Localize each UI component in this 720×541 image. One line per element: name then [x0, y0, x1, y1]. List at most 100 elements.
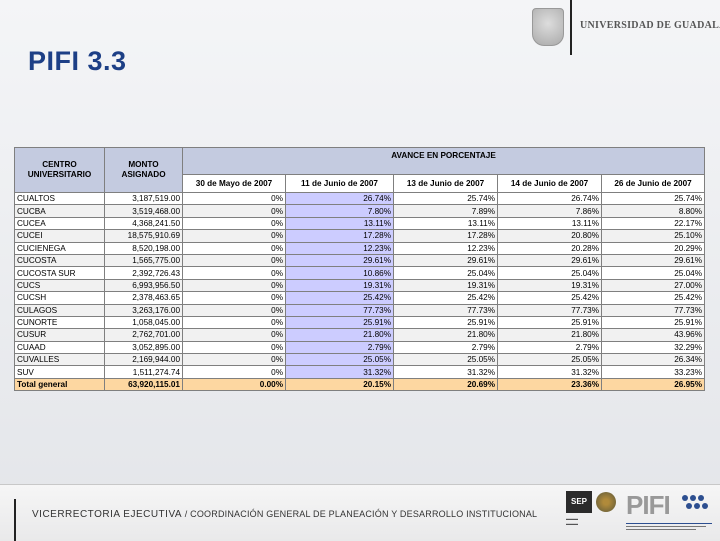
footer: VICERRECTORIA EJECUTIVA / COORDINACIÓN G…	[0, 484, 720, 541]
percent-cell: 31.32%	[393, 365, 498, 379]
percent-cell: 43.96%	[600, 328, 706, 342]
center-name-cell: CUCSH	[14, 291, 105, 305]
percent-cell: 25.42%	[497, 291, 602, 305]
progress-table-container: CENTRO UNIVERSITARIO MONTO ASIGNADO AVAN…	[14, 147, 706, 392]
percent-cell: 25.91%	[285, 315, 394, 330]
percent-cell: 21.80%	[393, 328, 498, 342]
center-name-cell: CULAGOS	[14, 303, 105, 317]
center-name-cell: CUCOSTA SUR	[14, 266, 105, 280]
pifi-subtitle-lines-icon	[626, 523, 712, 530]
center-name-cell: CUCEI	[14, 229, 105, 243]
monto-cell: 1,511,274.74	[104, 365, 183, 379]
percent-cell: 29.61%	[285, 253, 394, 268]
percent-cell: 12.23%	[393, 241, 498, 255]
percent-cell: 0%	[182, 266, 286, 280]
table-row: CULAGOS 3,263,176.00 0% 77.73% 77.73% 77.73% 7…	[14, 303, 706, 317]
footer-text: VICERRECTORIA EJECUTIVA / COORDINACIÓN G…	[32, 509, 537, 520]
table-row: SUV 1,511,274.74 0% 31.32% 31.32% 31.32% 33.23…	[14, 365, 706, 379]
percent-cell: 10.86%	[285, 266, 394, 280]
percent-cell: 26.34%	[600, 353, 706, 367]
header-date-4: 14 de Junio de 2007	[497, 174, 602, 193]
percent-cell: 26.74%	[497, 191, 602, 206]
monto-cell: 1,565,775.00	[104, 253, 183, 268]
table-row: CUSUR 2,762,701.00 0% 21.80% 21.80% 21.80% 43.…	[14, 328, 706, 342]
percent-cell: 25.04%	[600, 266, 706, 280]
percent-cell: 33.23%	[600, 365, 706, 379]
percent-cell: 12.23%	[285, 241, 394, 255]
percent-cell: 21.80%	[497, 328, 602, 342]
percent-cell: 77.73%	[600, 303, 706, 317]
monto-cell: 3,519,468.00	[104, 204, 183, 218]
progress-table: CENTRO UNIVERSITARIO MONTO ASIGNADO AVAN…	[14, 147, 706, 392]
percent-cell: 29.61%	[393, 253, 498, 268]
monto-cell: 6,993,956.50	[104, 278, 183, 293]
percent-cell: 19.31%	[393, 278, 498, 293]
header-date-5: 26 de Junio de 2007	[600, 174, 706, 193]
center-name-cell: SUV	[14, 365, 105, 379]
percent-cell: 13.11%	[497, 216, 602, 231]
percent-cell: 31.32%	[497, 365, 602, 379]
percent-cell: 19.31%	[497, 278, 602, 293]
percent-cell: 20.15%	[285, 377, 394, 392]
percent-cell: 13.11%	[393, 216, 498, 231]
percent-cell: 29.61%	[600, 253, 706, 268]
percent-cell: 25.91%	[393, 315, 498, 330]
monto-cell: 3,187,519.00	[104, 191, 183, 206]
percent-cell: 25.04%	[393, 266, 498, 280]
percent-cell: 0%	[182, 253, 286, 268]
percent-cell: 2.79%	[393, 340, 498, 355]
percent-cell: 25.42%	[600, 291, 706, 305]
footer-separator: /	[184, 509, 188, 519]
center-name-cell: CUAAD	[14, 340, 105, 355]
percent-cell: 20.69%	[393, 377, 498, 392]
header-avance: AVANCE EN PORCENTAJE	[181, 147, 706, 175]
percent-cell: 26.95%	[600, 377, 706, 392]
header-date-2: 11 de Junio de 2007	[285, 174, 394, 193]
sep-logo: SEP ▬▬▬ ▬▬▬	[566, 491, 620, 535]
pifi-logo: PIFI	[626, 491, 712, 535]
percent-cell: 0%	[182, 241, 286, 255]
table-row: CUCOSTA 1,565,775.00 0% 29.61% 29.61% 29.61% 2…	[14, 253, 706, 268]
percent-cell: 25.05%	[285, 353, 394, 367]
center-name-cell: CUCEA	[14, 216, 105, 231]
percent-cell: 77.73%	[497, 303, 602, 317]
table-row: CUVALLES 2,169,944.00 0% 25.05% 25.05% 25.05%…	[14, 353, 706, 367]
pifi-logo-text: PIFI	[626, 490, 671, 520]
percent-cell: 0%	[182, 303, 286, 317]
percent-cell: 23.36%	[497, 377, 602, 392]
sep-subtitle-icon: ▬▬▬ ▬▬▬	[566, 516, 578, 526]
percent-cell: 20.29%	[600, 241, 706, 255]
center-name-cell: CUNORTE	[14, 315, 105, 330]
percent-cell: 20.28%	[497, 241, 602, 255]
percent-cell: 25.10%	[600, 229, 706, 243]
percent-cell: 20.80%	[497, 229, 602, 243]
monto-cell: 3,052,895.00	[104, 340, 183, 355]
percent-cell: 26.74%	[285, 191, 394, 206]
percent-cell: 7.86%	[497, 204, 602, 218]
footer-unit: VICERRECTORIA EJECUTIVA	[32, 509, 183, 520]
percent-cell: 13.11%	[285, 216, 394, 231]
percent-cell: 25.05%	[497, 353, 602, 367]
monto-cell: 8,520,198.00	[104, 241, 183, 255]
percent-cell: 7.89%	[393, 204, 498, 218]
center-name-cell: CUVALLES	[14, 353, 105, 367]
dots-icon	[682, 495, 710, 515]
center-name-cell: CUSUR	[14, 328, 105, 342]
percent-cell: 0%	[182, 229, 286, 243]
percent-cell: 7.80%	[285, 204, 394, 218]
monto-cell: 1,058,045.00	[104, 315, 183, 330]
percent-cell: 0%	[182, 216, 286, 231]
percent-cell: 29.61%	[497, 253, 602, 268]
center-name-cell: CUCIENEGA	[14, 241, 105, 255]
university-logo: UNIVERSIDAD DE GUADALAJARA	[520, 0, 720, 60]
table-row: CUALTOS 3,187,519.00 0% 26.74% 25.74% 26.74% 2…	[14, 191, 706, 206]
header-monto: MONTO ASIGNADO	[104, 147, 183, 193]
table-row: CUCEA 4,368,241.50 0% 13.11% 13.11% 13.11% 22.…	[14, 216, 706, 231]
monto-cell: 2,392,726.43	[104, 266, 183, 280]
percent-cell: 17.28%	[393, 229, 498, 243]
percent-cell: 25.91%	[497, 315, 602, 330]
table-row: CUCOSTA SUR 2,392,726.43 0% 10.86% 25.04% 25.…	[14, 266, 706, 280]
percent-cell: 17.28%	[285, 229, 394, 243]
percent-cell: 0%	[182, 365, 286, 379]
eagle-icon	[596, 492, 616, 512]
